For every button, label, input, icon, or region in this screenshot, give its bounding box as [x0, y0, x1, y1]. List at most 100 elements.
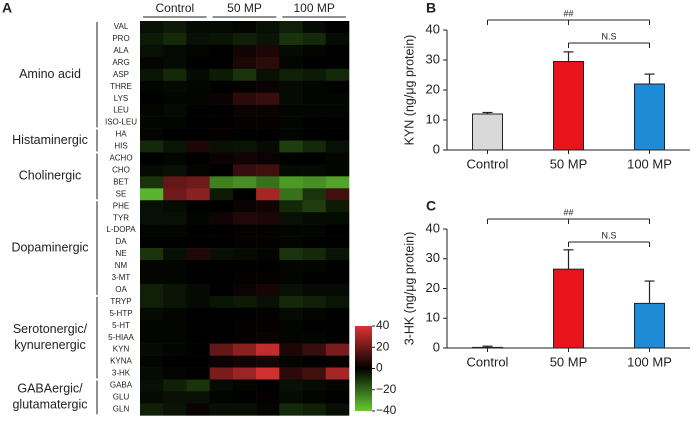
- heatmap-cell: [302, 44, 327, 58]
- bar: [553, 268, 584, 349]
- heatmap-cell: [140, 271, 164, 285]
- heatmap-cell: [140, 200, 164, 213]
- row-group-label: Serotonergic/: [13, 322, 88, 336]
- heatmap-cell: [163, 307, 187, 321]
- heatmap-cell: [163, 295, 187, 309]
- heatmap-cell: [163, 116, 187, 129]
- row-label: HA: [115, 130, 127, 139]
- heatmap-cell: [325, 355, 350, 368]
- heatmap-cell: [279, 68, 303, 82]
- row-label: LEU: [113, 106, 129, 115]
- heatmap-cell: [279, 32, 303, 46]
- row-label: LYS: [114, 94, 129, 103]
- colorbar-tick-label: 0: [376, 361, 383, 375]
- heatmap-cell: [302, 32, 327, 46]
- heatmap-cell: [186, 176, 210, 189]
- heatmap-cell: [302, 188, 327, 201]
- heatmap-cell: [279, 116, 303, 129]
- heatmap-cell: [163, 271, 187, 285]
- row-label: ALA: [113, 46, 129, 55]
- row-label: DA: [115, 237, 127, 246]
- heatmap-cell: [256, 32, 280, 46]
- heatmap-cell: [302, 80, 327, 93]
- y-tick-label: 40: [426, 21, 440, 36]
- panel-label: A: [2, 0, 12, 16]
- heatmap-cell: [232, 319, 257, 332]
- heatmap-cell: [163, 68, 187, 82]
- heatmap-cell: [232, 403, 257, 416]
- significance-label: N.S: [601, 31, 616, 41]
- heatmap-cell: [302, 295, 327, 309]
- row-group-label: glutamatergic: [12, 398, 87, 412]
- row-group-label: Dopaminergic: [11, 240, 88, 254]
- heatmap-cell: [279, 140, 303, 153]
- bar: [634, 83, 665, 151]
- heatmap-cell: [256, 164, 280, 177]
- y-tick-label: 10: [426, 310, 440, 325]
- heatmap-cell: [256, 92, 280, 105]
- heatmap-cell: [163, 283, 187, 297]
- heatmap-cell: [163, 355, 187, 368]
- heatmap-cell: [140, 21, 164, 34]
- heatmap-cell: [302, 236, 327, 249]
- heatmap-cell: [232, 355, 257, 368]
- heatmap-cell: [186, 80, 210, 93]
- heatmap-cell: [279, 271, 303, 285]
- y-axis-label: KYN (ng/μg protein): [402, 35, 416, 146]
- heatmap-cell: [232, 68, 257, 82]
- heatmap-cell: [186, 56, 210, 70]
- x-tick-label: 50 MP: [550, 354, 588, 369]
- heatmap-cell: [256, 176, 280, 189]
- y-tick-label: 20: [426, 280, 440, 295]
- heatmap-cell: [209, 331, 234, 344]
- heatmap-cell: [209, 56, 234, 70]
- heatmap-cell: [163, 104, 187, 117]
- heatmap-cell: [186, 331, 210, 344]
- heatmap-cell: [186, 379, 210, 392]
- heatmap-cell: [279, 307, 303, 321]
- heatmap-cell: [302, 307, 327, 321]
- heatmap-cell: [232, 140, 257, 153]
- heatmap-cell: [232, 21, 257, 34]
- heatmap-cell: [279, 128, 303, 141]
- panel-label: C: [426, 198, 436, 214]
- heatmap-cell: [140, 248, 164, 261]
- heatmap-cell: [325, 176, 350, 189]
- heatmap-cell: [186, 32, 210, 46]
- heatmap-cell: [279, 331, 303, 344]
- row-label: BET: [113, 177, 129, 186]
- y-tick-label: 0: [433, 141, 440, 156]
- x-tick-label: 50 MP: [550, 156, 588, 171]
- heatmap-cell: [256, 80, 280, 93]
- heatmap-cell: [140, 403, 164, 416]
- heatmap-cell: [209, 260, 234, 273]
- heatmap-cell: [279, 200, 303, 213]
- heatmap-cell: [209, 295, 234, 309]
- heatmap-cell: [232, 80, 257, 93]
- bar: [634, 302, 665, 349]
- heatmap-cell: [325, 152, 350, 165]
- heatmap-cell: [140, 68, 164, 82]
- heatmap-cell: [186, 128, 210, 141]
- heatmap-cell: [325, 140, 350, 153]
- heatmap-cell: [186, 403, 210, 416]
- heatmap-cell: [186, 319, 210, 332]
- heatmap-cell: [325, 116, 350, 129]
- heatmap-cell: [256, 355, 280, 368]
- heatmap-cell: [279, 224, 303, 237]
- heatmap-cell: [232, 104, 257, 117]
- heatmap-cell: [325, 44, 350, 58]
- heatmap-cell: [232, 343, 257, 356]
- row-label: 5-HTP: [109, 309, 132, 318]
- heatmap-cell: [232, 260, 257, 273]
- row-label: 5-HIAA: [108, 333, 134, 342]
- y-tick-label: 0: [433, 339, 440, 354]
- heatmap-cell: [256, 116, 280, 129]
- heatmap-cell: [325, 283, 350, 297]
- heatmap-cell: [325, 271, 350, 285]
- heatmap-cell: [256, 283, 280, 297]
- heatmap-cell: [209, 271, 234, 285]
- heatmap-cell: [140, 80, 164, 93]
- heatmap-cell: [186, 21, 210, 34]
- heatmap-cell: [232, 212, 257, 225]
